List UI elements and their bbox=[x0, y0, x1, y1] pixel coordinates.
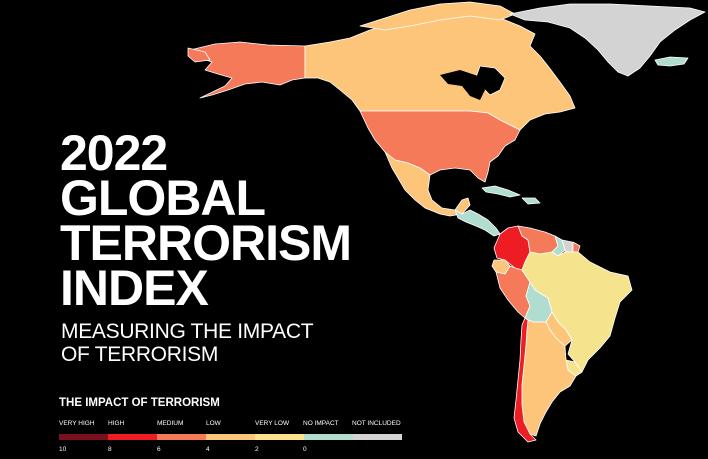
legend-swatch-high bbox=[108, 434, 157, 440]
country-greenland bbox=[509, 3, 706, 77]
legend-swatch-not-included bbox=[353, 434, 402, 440]
country-alaska bbox=[189, 41, 306, 99]
legend-label-very-low: VERY LOW bbox=[255, 420, 290, 427]
country-caribbean bbox=[521, 197, 541, 205]
legend-category-labels: VERY HIGH HIGH MEDIUM LOW VERY LOW NO IM… bbox=[59, 420, 404, 430]
legend-label-high: HIGH bbox=[108, 420, 125, 427]
legend-tick-0: 0 bbox=[303, 446, 307, 453]
hudson-bay bbox=[440, 70, 485, 100]
legend-label-not-included: NOT INCLUDED bbox=[352, 420, 401, 427]
country-cuba bbox=[481, 185, 521, 198]
legend-tick-10: 10 bbox=[59, 446, 67, 453]
legend-tick-4: 4 bbox=[206, 446, 210, 453]
legend-swatch-very-low bbox=[255, 434, 304, 440]
legend-label-low: LOW bbox=[206, 420, 221, 427]
subtitle-line-1: MEASURING THE IMPACT bbox=[61, 320, 314, 343]
legend-color-bar bbox=[59, 434, 402, 440]
legend-label-medium: MEDIUM bbox=[157, 420, 184, 427]
legend-swatch-very-high bbox=[59, 434, 108, 440]
legend-label-very-high: VERY HIGH bbox=[59, 420, 95, 427]
title-line-index: INDEX bbox=[60, 260, 209, 316]
legend-title: THE IMPACT OF TERRORISM bbox=[59, 397, 220, 409]
country-alaska-islands bbox=[187, 47, 211, 63]
country-iceland bbox=[654, 56, 689, 67]
title-line-year: 2022 bbox=[60, 125, 168, 181]
country-chile bbox=[513, 317, 537, 443]
subtitle-line-2: OF TERRORISM bbox=[61, 343, 219, 366]
title-line-global: GLOBAL bbox=[60, 170, 266, 226]
legend-swatch-medium bbox=[157, 434, 206, 440]
country-french-guiana bbox=[572, 241, 581, 253]
report-title: 2022 GLOBAL TERRORISM INDEX bbox=[60, 125, 352, 316]
country-united-states bbox=[359, 110, 521, 183]
country-central-america bbox=[454, 209, 501, 237]
legend-tick-8: 8 bbox=[108, 446, 112, 453]
legend-swatch-no-impact bbox=[304, 434, 353, 440]
legend-tick-2: 2 bbox=[255, 446, 259, 453]
title-line-terrorism: TERRORISM bbox=[60, 215, 352, 271]
report-subtitle: MEASURING THE IMPACT OF TERRORISM bbox=[61, 320, 314, 366]
legend-tick-6: 6 bbox=[157, 446, 161, 453]
country-mexico bbox=[384, 151, 471, 217]
legend-label-no-impact: NO IMPACT bbox=[303, 420, 339, 427]
legend-scale-ticks: 10 8 6 4 2 0 bbox=[59, 446, 404, 456]
legend-swatch-low bbox=[206, 434, 255, 440]
